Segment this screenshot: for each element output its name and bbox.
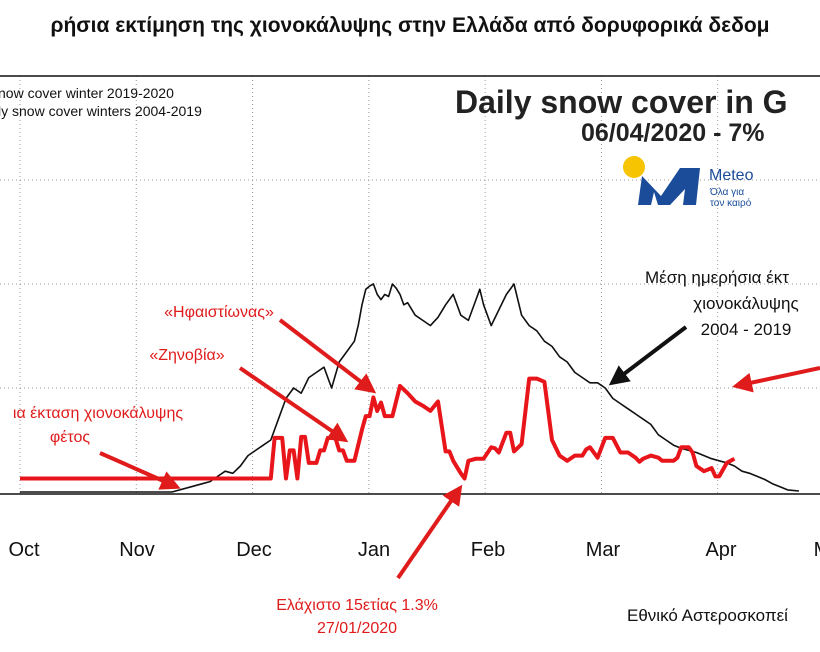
x-tick-label: Apr [705, 539, 736, 561]
x-tick-label: Mar [586, 539, 621, 561]
current-season-label-2: φέτος [50, 429, 91, 446]
x-tick-label: Feb [471, 539, 505, 561]
x-tick-label: Jan [358, 539, 390, 561]
zenobia-arrow [238, 366, 349, 443]
series-layer [20, 283, 800, 493]
legend-entry-current: now cover winter 2019-2020 [0, 85, 174, 101]
hephaestion-label: «Ηφαιστίωνας» [164, 304, 274, 321]
chart-title: Daily snow cover in G [455, 84, 788, 120]
source-label: Εθνικό Αστεροσκοπεί [627, 606, 788, 625]
mean-label-2: χιονοκάλυψης [693, 294, 798, 313]
mean-label-1: Μέση ημερήσια έκτ [645, 268, 789, 287]
x-tick-label: Nov [119, 539, 155, 561]
series-line-current [20, 376, 736, 481]
current-season-arrow [99, 451, 181, 490]
latest-value-arrow [732, 366, 820, 393]
current-season-label-1: ια έκταση χιονοκάλυψης [13, 405, 183, 422]
meteo-logo: Meteo Όλα για τον καιρό [623, 156, 754, 209]
logo-brand: Meteo [709, 167, 754, 184]
page-title: ρήσια εκτίμηση της χιονοκάλυψης στην Ελλ… [50, 14, 769, 37]
x-tick-label: M [814, 539, 820, 561]
minimum-label-1: Ελάχιστο 15ετίας 1.3% [276, 597, 438, 614]
mean-label-3: 2004 - 2019 [701, 320, 792, 339]
x-tick-label: Dec [236, 539, 272, 561]
logo-tagline-2: τον καιρό [710, 197, 752, 209]
minimum-arrow [396, 484, 463, 580]
mean-arrow [608, 325, 688, 386]
chart-subtitle: 06/04/2020 - 7% [581, 119, 764, 147]
x-tick-label: Oct [8, 539, 40, 561]
sun-icon [623, 156, 645, 178]
hephaestion-arrow [278, 318, 377, 394]
logo-tagline-1: Όλα για [709, 187, 744, 198]
x-tick-labels: Oct Nov Dec Jan Feb Mar Apr M [8, 539, 820, 561]
legend-entry-mean: ly snow cover winters 2004-2019 [0, 103, 202, 119]
minimum-label-2: 27/01/2020 [317, 620, 397, 637]
zenobia-label: «Ζηνοβία» [149, 347, 224, 364]
meteo-m-icon [638, 168, 700, 205]
